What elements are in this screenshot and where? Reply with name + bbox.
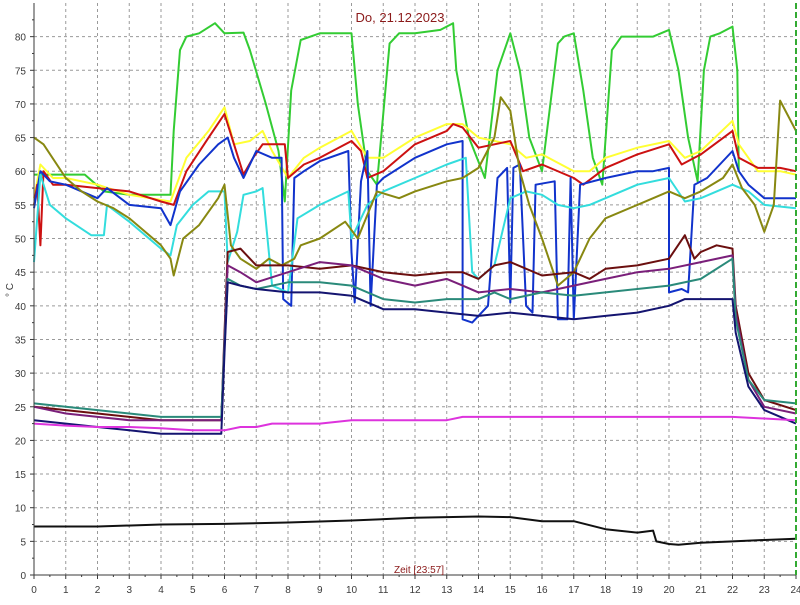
x-tick-label: 1 [63, 585, 69, 596]
x-tick-label: 7 [253, 585, 259, 596]
x-tick-label: 23 [759, 585, 771, 596]
x-tick-label: 9 [317, 585, 323, 596]
y-tick-label: 60 [15, 167, 27, 178]
x-tick-label: 22 [727, 585, 739, 596]
y-tick-label: 50 [15, 235, 27, 246]
x-tick-label: 13 [441, 585, 453, 596]
series-line-4 [33, 136, 796, 324]
series-line-2 [33, 106, 797, 203]
y-tick-label: 10 [15, 504, 27, 515]
grid [34, 3, 796, 575]
x-tick-label: 10 [346, 585, 358, 596]
x-tick-label: 19 [632, 585, 644, 596]
y-tick-label: 20 [15, 436, 27, 447]
axes [30, 3, 797, 579]
chart-title: Do, 21.12.2023 [356, 10, 445, 25]
y-tick-labels: 0 5 10 15 20 25 30 35 40 45 50 55 60 65 70 75 80 [15, 33, 27, 582]
x-axis-label: Zeit [23:57] [394, 565, 444, 576]
y-tick-label: 70 [15, 100, 27, 111]
y-tick-label: 5 [20, 537, 26, 548]
series-line-11 [33, 415, 797, 432]
y-tick-label: 75 [15, 66, 27, 77]
series-line-6 [33, 96, 797, 287]
x-tick-label: 8 [285, 585, 291, 596]
series-line-12 [34, 515, 797, 546]
y-tick-label: 15 [15, 470, 27, 481]
x-tick-label: 15 [505, 585, 517, 596]
x-tick-label: 12 [409, 585, 421, 596]
x-tick-label: 16 [536, 585, 548, 596]
x-tick-label: 20 [663, 585, 675, 596]
y-tick-label: 45 [15, 268, 27, 279]
series-line-5 [33, 156, 797, 294]
x-tick-label: 5 [190, 585, 196, 596]
y-axis-label: ° C [5, 283, 16, 297]
x-tick-label: 18 [600, 585, 612, 596]
y-tick-label: 30 [15, 369, 27, 380]
x-tick-label: 0 [31, 585, 37, 596]
x-tick-label: 4 [158, 585, 164, 596]
y-tick-label: 25 [15, 403, 27, 414]
x-tick-label: 3 [126, 585, 132, 596]
series-line-9 [33, 257, 797, 418]
series-line-1 [34, 22, 740, 203]
x-tick-label: 17 [568, 585, 580, 596]
y-tick-label: 35 [15, 335, 27, 346]
y-tick-label: 40 [15, 302, 27, 313]
x-tick-label: 6 [222, 585, 228, 596]
x-tick-label: 11 [378, 585, 389, 596]
x-tick-label: 2 [95, 585, 101, 596]
y-tick-label: 55 [15, 201, 27, 212]
x-tick-label: 21 [695, 585, 707, 596]
series-line-3 [33, 113, 797, 247]
series-line-8 [33, 254, 797, 422]
x-tick-label: 24 [790, 585, 800, 596]
series-line-10 [33, 281, 797, 435]
x-tick-labels: 0 1 2 3 4 5 6 7 8 9 10 11 12 13 14 15 16 17 18 19 20 21 22 23 24 [31, 585, 800, 596]
y-tick-label: 80 [15, 33, 27, 44]
series-lines [33, 22, 797, 546]
x-tick-label: 14 [473, 585, 485, 596]
y-tick-label: 65 [15, 134, 27, 145]
y-tick-label: 0 [20, 571, 26, 582]
